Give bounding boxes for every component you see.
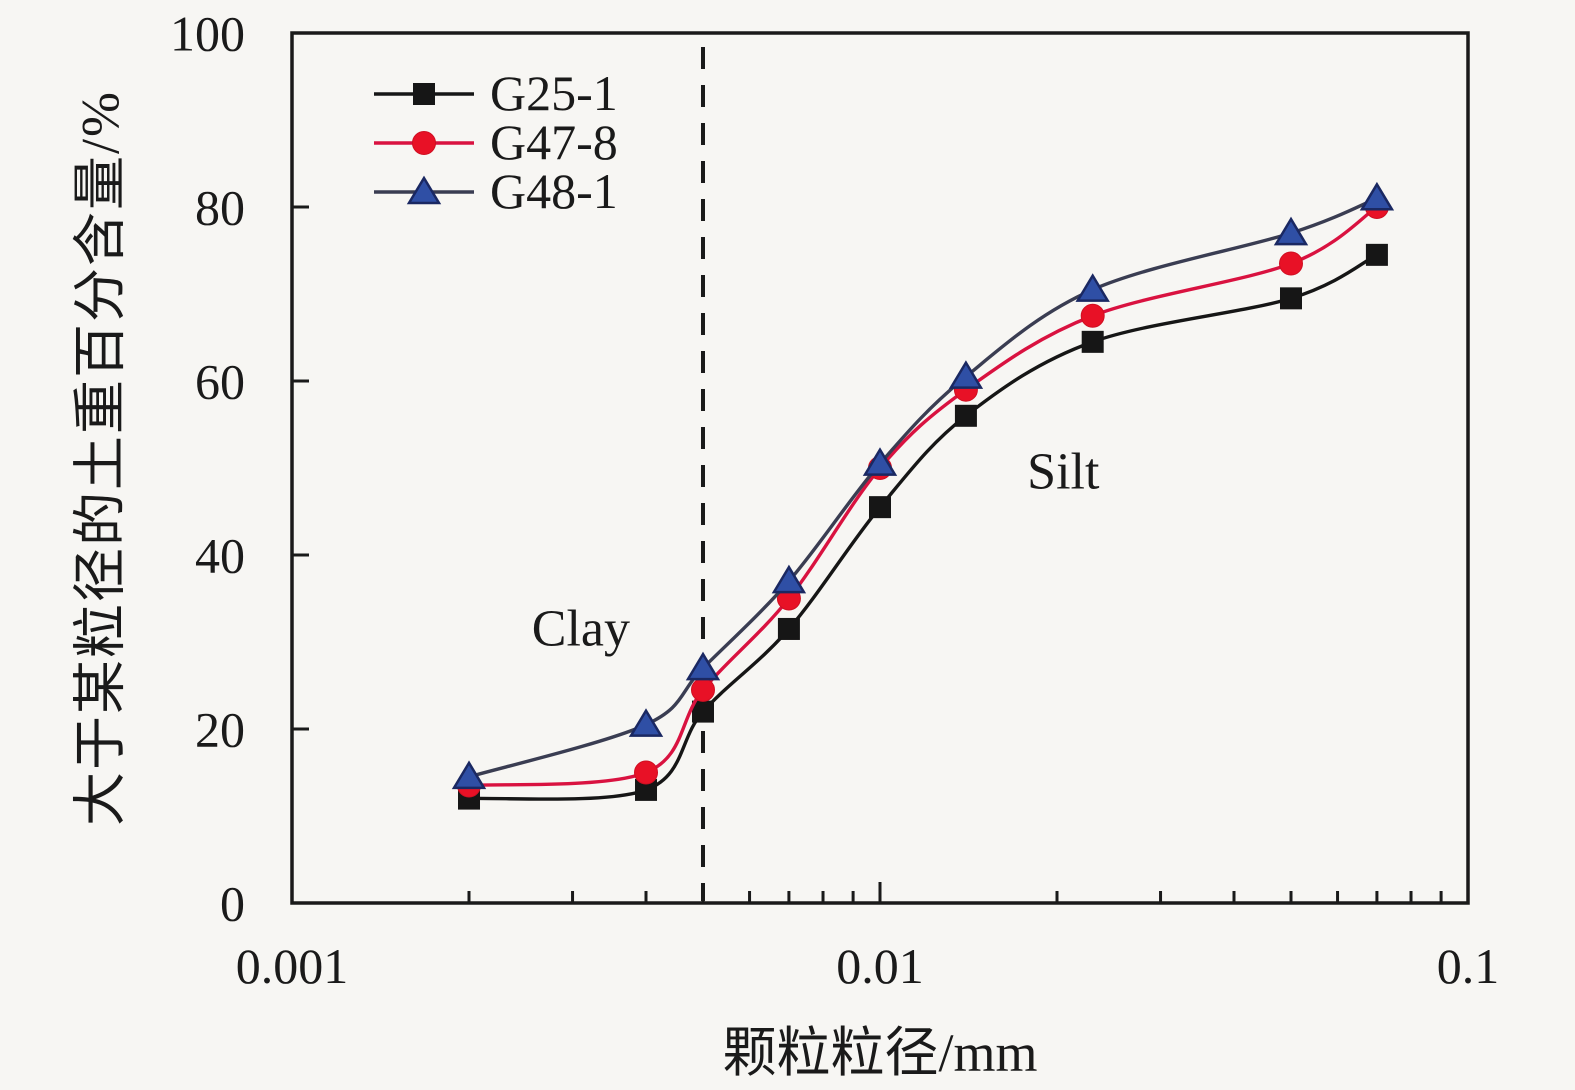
y-axis-title: 大于某粒径的土重百分含量/% [70,90,131,826]
y-tick-label: 0 [220,876,245,932]
legend-item-g25-1: G25-1 [372,65,618,121]
x-tick-label: 0.01 [836,938,924,994]
square-marker-icon [374,82,474,105]
triangle-marker-icon [374,175,474,204]
y-tick-label: 100 [170,6,245,62]
legend-item-g48-1: G48-1 [372,163,618,219]
clay-region-label: Clay [531,600,631,658]
y-tick-label: 40 [195,528,245,584]
tick-labels: 0 20 40 60 80 100 0.001 0.01 0.1 [170,6,1499,995]
y-tick-label: 20 [195,702,245,758]
y-tick-label: 60 [195,354,245,410]
legend-item-g47-8: G47-8 [372,114,618,170]
circle-marker-icon [374,130,474,155]
legend-label-g25-1: G25-1 [490,65,618,121]
y-tick-label: 80 [195,180,245,236]
series-G25-1 [458,243,1388,810]
series-G47-8 [457,195,1389,798]
x-tick-label: 0.001 [236,938,349,994]
series-G48-1 [451,181,1395,790]
x-tick-label: 0.1 [1437,938,1500,994]
legend: G25-1 G47-8 G48-1 [372,65,618,219]
x-axis-title: 颗粒粒径/mm [722,1023,1038,1083]
legend-label-g47-8: G47-8 [490,114,618,170]
silt-region-label: Silt [1027,443,1100,501]
legend-label-g48-1: G48-1 [490,163,618,219]
